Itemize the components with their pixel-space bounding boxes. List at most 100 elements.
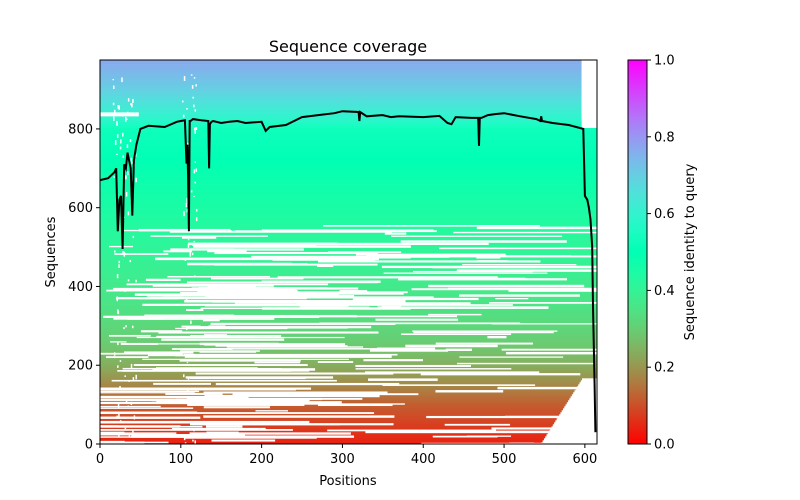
gap-line — [476, 256, 501, 259]
gap-line — [312, 304, 513, 306]
gap-dot — [117, 309, 119, 314]
gap-line — [203, 334, 228, 336]
heat-band — [100, 206, 597, 209]
gap-dot — [125, 400, 128, 405]
gap-line — [155, 257, 379, 261]
gap-line — [100, 412, 185, 415]
heat-band — [100, 364, 597, 367]
heat-band — [100, 428, 551, 431]
heat-band — [100, 108, 582, 111]
gap-line — [100, 432, 173, 435]
gap-line — [214, 251, 378, 255]
heat-band — [100, 178, 597, 181]
heat-band — [100, 122, 582, 125]
heat-band — [100, 80, 582, 83]
gap-line — [195, 372, 394, 375]
heat-band — [100, 78, 582, 81]
gap-line — [292, 242, 489, 246]
heat-band — [100, 344, 597, 347]
heat-band — [100, 146, 597, 149]
heat-band — [100, 138, 597, 141]
gap-dot — [135, 177, 137, 183]
gap-line — [200, 294, 339, 296]
gap-line — [186, 281, 378, 284]
gap-dot — [118, 433, 120, 437]
heat-band — [100, 328, 597, 331]
x-tick-label: 400 — [411, 452, 436, 467]
gap-line — [100, 387, 312, 390]
heat-band — [100, 136, 597, 139]
gap-line — [355, 364, 472, 367]
gap-line — [100, 395, 249, 399]
heat-band — [100, 340, 597, 343]
gap-dot — [130, 103, 132, 106]
heat-band — [100, 232, 597, 235]
heat-band — [100, 156, 597, 159]
gap-line — [383, 272, 548, 274]
gap-line — [420, 373, 581, 376]
gap-dot — [113, 85, 115, 90]
heat-band — [100, 352, 597, 355]
heat-band — [100, 190, 597, 193]
gap-line — [204, 243, 316, 246]
gap-line — [135, 343, 257, 345]
gap-line — [206, 431, 239, 435]
gap-dot — [122, 155, 125, 158]
gap-line — [491, 427, 597, 430]
heat-band — [100, 362, 597, 365]
heat-band — [100, 62, 582, 65]
gap-line — [459, 356, 564, 358]
gap-line — [150, 235, 268, 237]
gap-line — [366, 255, 572, 257]
gap-line — [203, 415, 395, 418]
gap-dot — [125, 175, 127, 180]
gap-dot — [122, 288, 124, 290]
x-tick-label: 100 — [168, 452, 193, 467]
gap-dot — [194, 109, 197, 112]
gap-line — [185, 376, 334, 379]
gap-line — [197, 291, 408, 294]
gap-dot — [193, 77, 196, 79]
gap-line — [212, 403, 405, 405]
gap-line — [152, 284, 274, 287]
gap-block — [581, 60, 597, 122]
gap-line — [138, 297, 307, 300]
gap-line — [317, 361, 354, 363]
gap-dot — [132, 98, 134, 104]
heat-band — [100, 180, 597, 183]
heat-band — [100, 430, 550, 433]
gap-dot — [186, 388, 189, 392]
colorbar — [627, 59, 648, 445]
gap-line — [165, 392, 223, 395]
gap-dot — [186, 209, 189, 213]
heat-band — [100, 182, 597, 185]
gap-line — [356, 253, 506, 256]
gap-line — [189, 377, 306, 380]
gap-line — [170, 248, 304, 251]
gap-dot — [193, 104, 195, 108]
gap-dot — [135, 279, 137, 283]
heat-band — [100, 116, 582, 119]
gap-line — [505, 351, 597, 355]
gap-line — [211, 439, 276, 442]
heat-band — [100, 238, 597, 241]
gap-line — [214, 263, 378, 266]
heat-band — [100, 434, 547, 437]
gap-dot — [117, 365, 119, 368]
gap-dot — [135, 374, 137, 380]
heat-band — [100, 236, 597, 239]
heat-band — [100, 270, 597, 273]
x-tick-label: 500 — [492, 452, 517, 467]
gap-dot — [132, 429, 134, 434]
heat-band — [100, 128, 597, 131]
gap-line — [355, 368, 512, 370]
gap-dot — [191, 402, 194, 406]
heat-band — [100, 272, 597, 275]
heat-band — [100, 120, 582, 123]
heat-band — [100, 98, 582, 101]
gap-line — [191, 287, 267, 290]
heat-band — [100, 298, 597, 301]
heat-band — [100, 320, 597, 323]
gap-dot — [119, 386, 121, 389]
gap-line — [114, 253, 169, 255]
